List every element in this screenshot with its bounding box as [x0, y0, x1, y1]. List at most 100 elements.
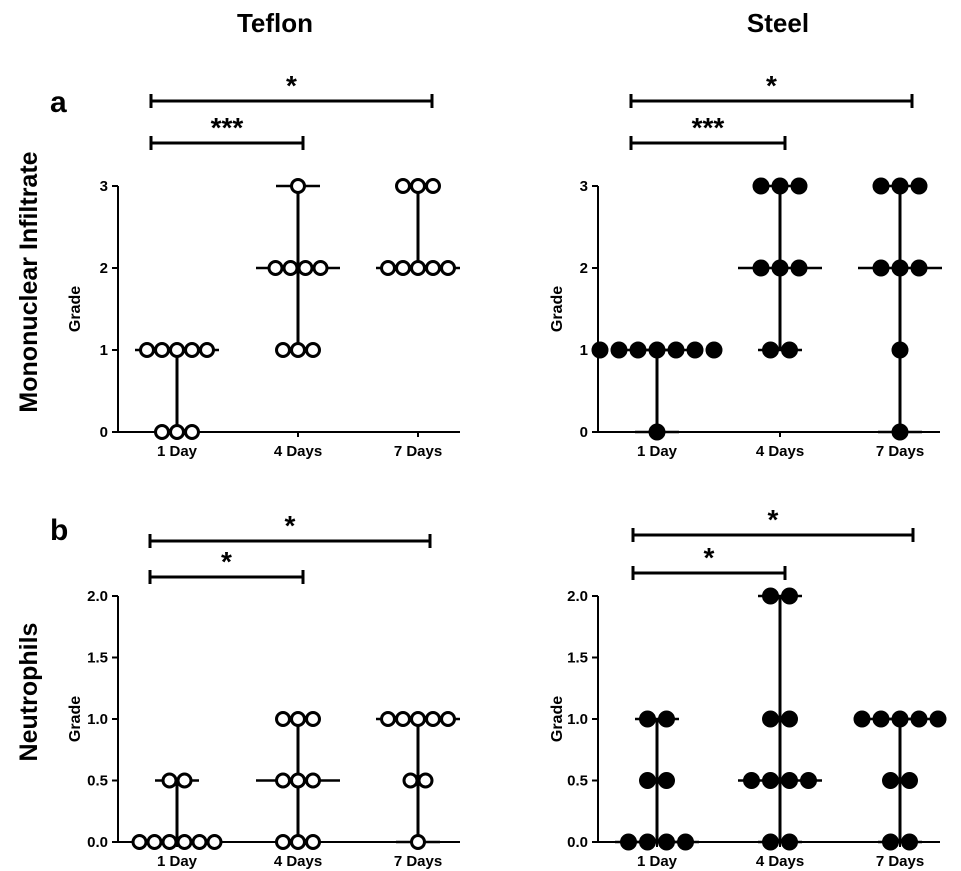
- y-tick-label: 0.0: [567, 834, 588, 851]
- data-point: [882, 772, 899, 789]
- data-point: [901, 772, 918, 789]
- data-point: [762, 833, 779, 851]
- data-point: [910, 177, 928, 195]
- data-point: [402, 772, 419, 789]
- data-point: [891, 341, 909, 359]
- data-point: [199, 342, 215, 358]
- data-point: [410, 260, 426, 276]
- data-point: [762, 341, 779, 359]
- data-point: [686, 341, 704, 359]
- data-point: [290, 834, 306, 850]
- y-tick-label: 1: [100, 342, 108, 359]
- data-point: [410, 834, 426, 850]
- data-point: [771, 259, 789, 277]
- y-tick-label: 2.0: [87, 588, 108, 605]
- significance-label: *: [768, 504, 779, 535]
- data-point: [629, 341, 647, 359]
- data-point: [891, 423, 909, 441]
- significance-label: *: [704, 542, 715, 573]
- data-point: [154, 424, 170, 440]
- data-point: [290, 178, 306, 194]
- x-category-label: 7 Days: [876, 443, 924, 460]
- data-point: [267, 260, 284, 276]
- x-category-label: 1 Day: [637, 853, 678, 870]
- data-point: [677, 833, 694, 851]
- chart-panel-b-steel: Grade 0.0 0.5 1.0 1.5 2.0 1 Day 4 Days 7 Days * *: [549, 504, 947, 870]
- data-point: [176, 772, 193, 789]
- data-point: [290, 342, 306, 358]
- y-axis-label: Grade: [549, 696, 566, 742]
- data-point: [440, 260, 456, 276]
- x-category-label: 1 Day: [157, 443, 198, 460]
- data-point: [131, 834, 148, 850]
- y-tick-label: 1: [580, 342, 588, 359]
- data-point: [290, 772, 306, 789]
- y-tick-label: 0: [100, 424, 108, 441]
- data-point: [790, 259, 808, 277]
- data-point: [305, 834, 321, 850]
- y-axis-label: Grade: [67, 286, 84, 332]
- data-point: [425, 260, 441, 276]
- data-point: [395, 711, 411, 727]
- significance-label: ***: [692, 112, 725, 143]
- data-point: [658, 833, 675, 851]
- data-point: [275, 834, 291, 850]
- data-point: [425, 178, 441, 194]
- data-point: [305, 711, 321, 727]
- data-point: [929, 710, 947, 728]
- data-point: [781, 341, 798, 359]
- significance-label: *: [286, 70, 297, 101]
- data-point: [648, 341, 666, 359]
- data-point: [395, 178, 411, 194]
- data-point: [297, 260, 314, 276]
- data-point: [667, 341, 685, 359]
- data-point: [648, 423, 666, 441]
- data-point: [290, 711, 306, 727]
- data-point: [380, 711, 396, 727]
- y-tick-label: 2.0: [567, 588, 588, 605]
- y-tick-label: 0.5: [567, 773, 588, 790]
- chart-panel-b-teflon: Grade 0.0 0.5 1.0 1.5 2.0 1 Day 4 Days 7 Days * *: [67, 510, 460, 870]
- data-point: [305, 342, 321, 358]
- data-point: [743, 772, 760, 789]
- data-point: [910, 710, 928, 728]
- data-point: [282, 260, 299, 276]
- data-point: [752, 259, 770, 277]
- row-label-mononuclear: Mononuclear Infiltrate: [15, 151, 43, 412]
- data-point: [176, 834, 193, 850]
- data-point: [425, 711, 441, 727]
- data-point: [161, 834, 178, 850]
- data-point: [781, 772, 798, 789]
- data-point: [191, 834, 208, 850]
- y-axis-label: Grade: [549, 286, 566, 332]
- data-point: [658, 710, 675, 728]
- x-category-label: 4 Days: [274, 443, 322, 460]
- data-point: [800, 772, 817, 789]
- x-category-label: 4 Days: [756, 443, 804, 460]
- y-axis-label: Grade: [67, 696, 84, 742]
- y-tick-label: 3: [100, 178, 108, 195]
- panel-letter-a: a: [50, 86, 67, 119]
- data-point: [790, 177, 808, 195]
- significance-label: *: [766, 70, 777, 101]
- data-point: [872, 710, 890, 728]
- data-point: [591, 341, 609, 359]
- significance-label: ***: [211, 112, 244, 143]
- y-tick-label: 2: [100, 260, 108, 277]
- data-point: [440, 711, 456, 727]
- data-point: [161, 772, 178, 789]
- data-point: [705, 341, 723, 359]
- data-point: [410, 178, 426, 194]
- x-category-label: 1 Day: [157, 853, 198, 870]
- y-tick-label: 1.5: [87, 650, 108, 667]
- x-category-label: 4 Days: [756, 853, 804, 870]
- data-point: [781, 710, 798, 728]
- data-point: [206, 834, 223, 850]
- data-point: [872, 177, 890, 195]
- data-point: [752, 177, 770, 195]
- data-point: [139, 342, 155, 358]
